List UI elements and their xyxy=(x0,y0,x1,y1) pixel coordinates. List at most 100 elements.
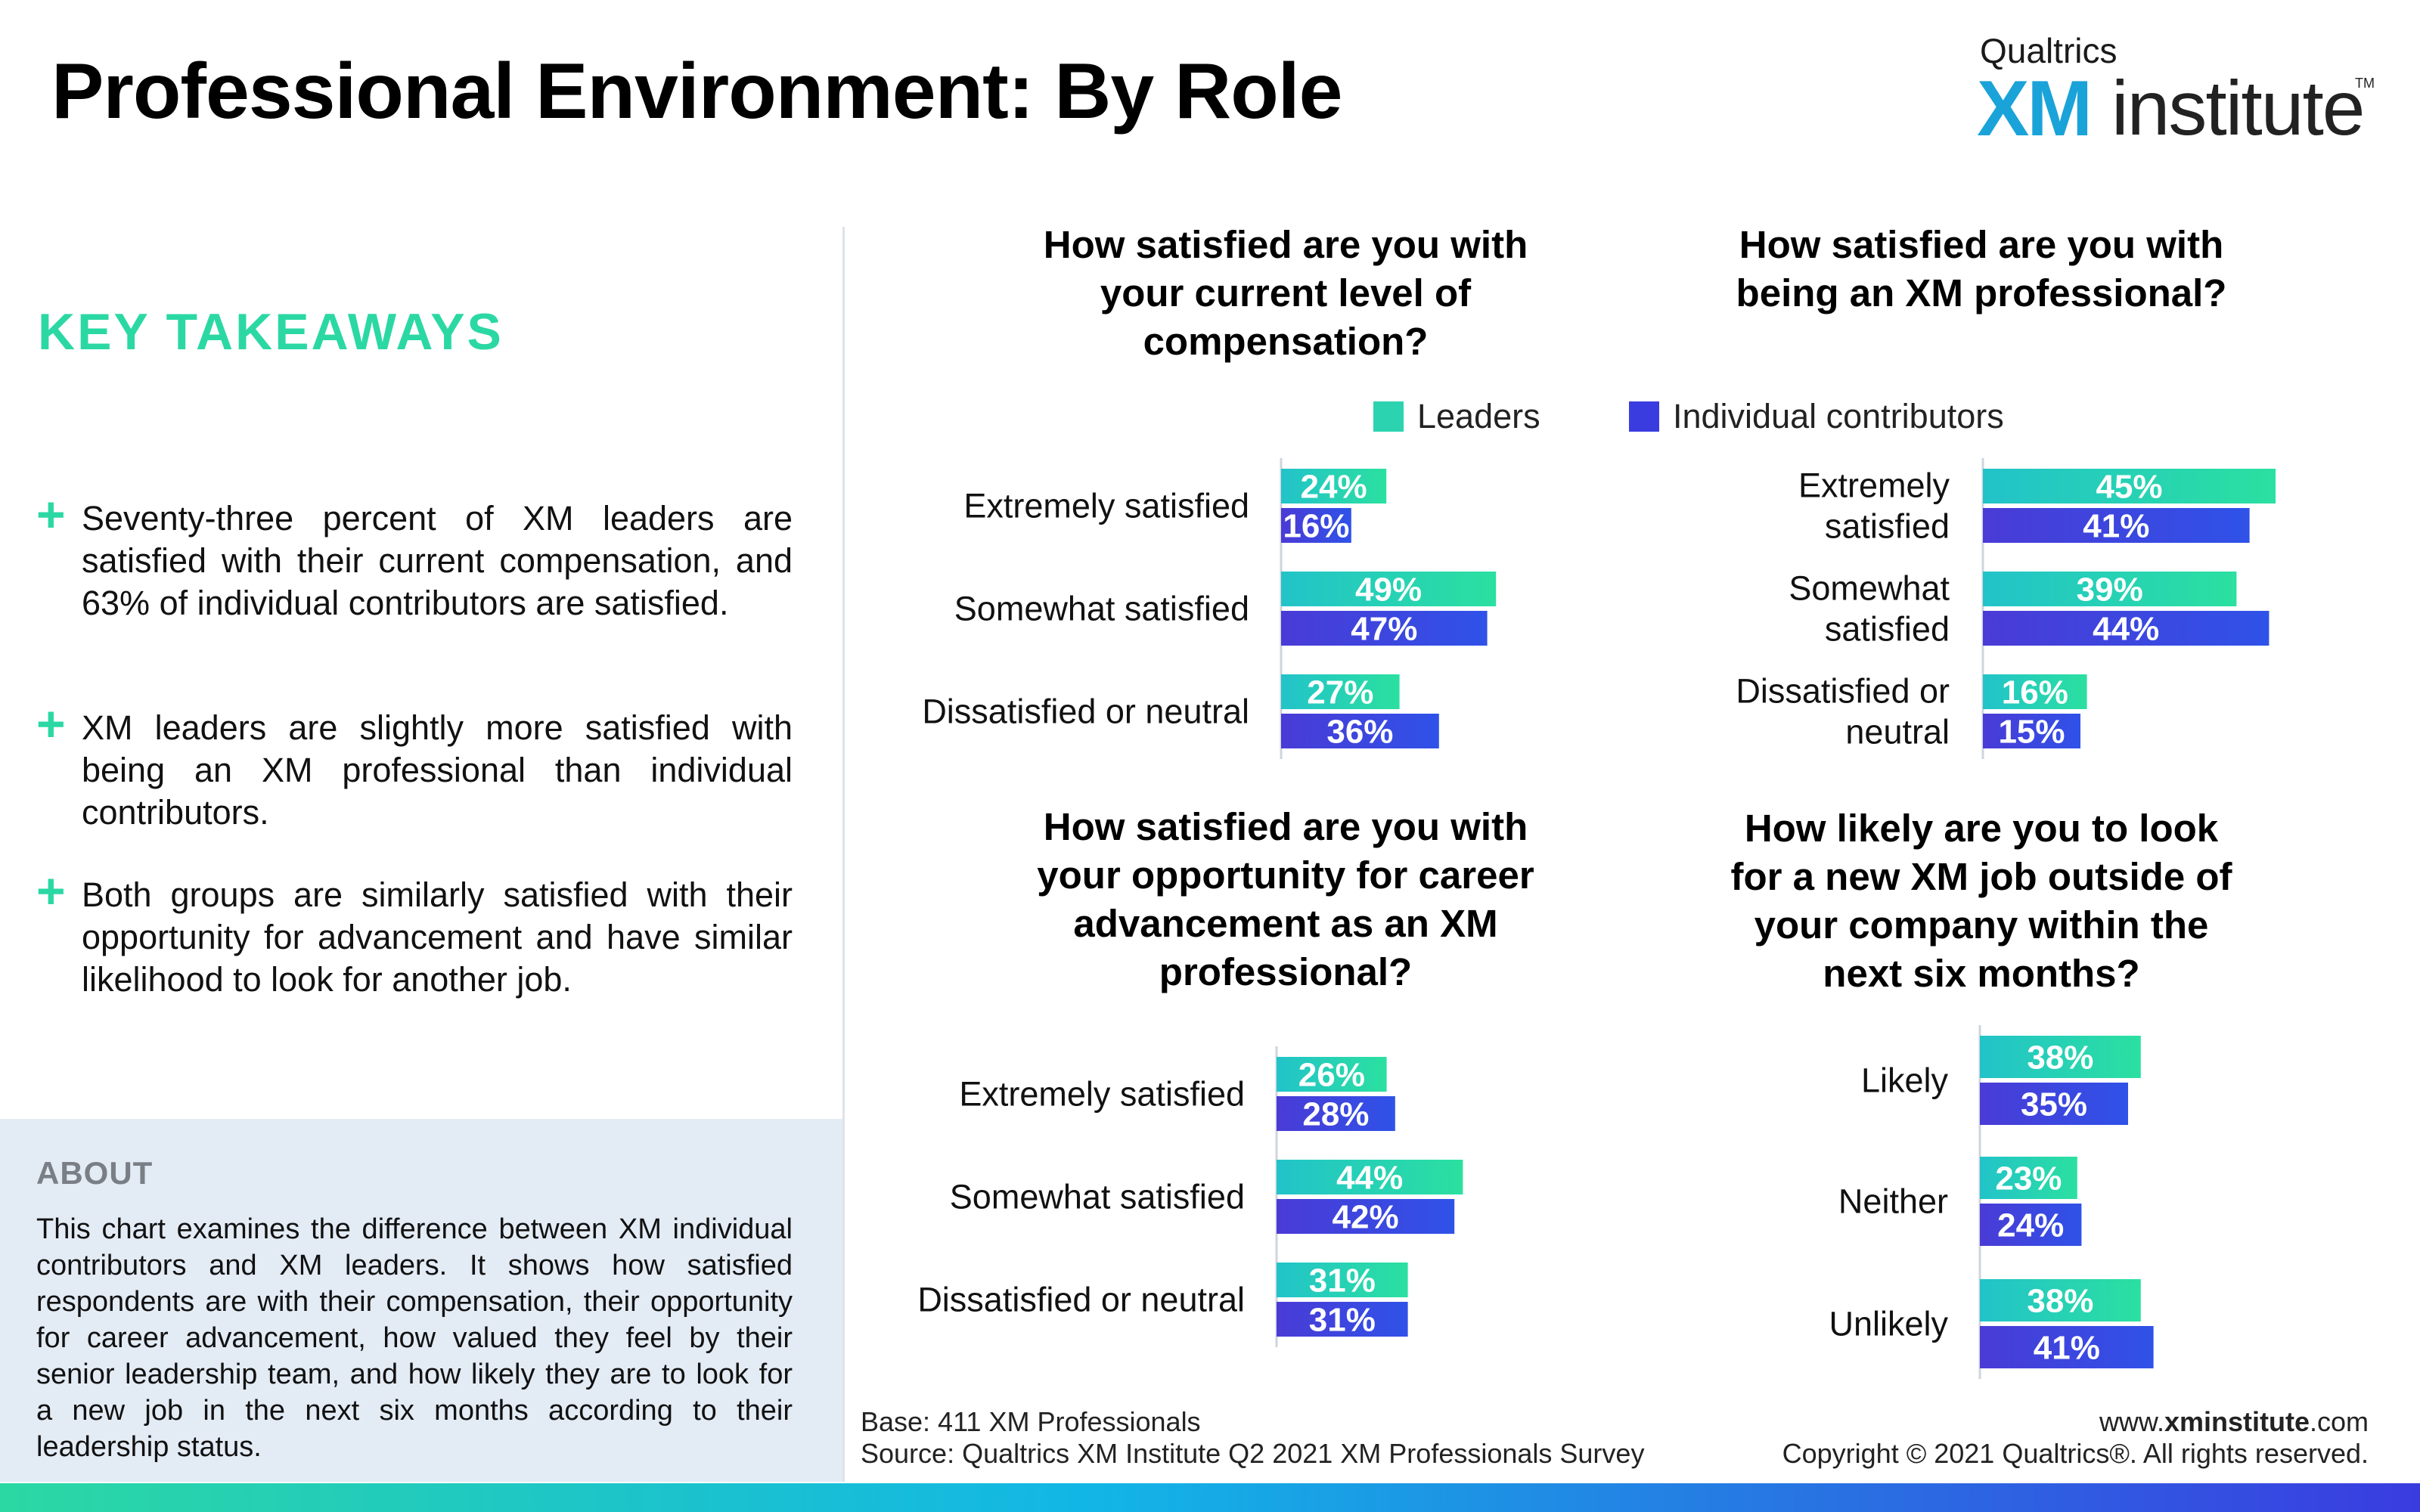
chart-title-line: next six months? xyxy=(1823,952,2140,995)
bar-leaders xyxy=(1277,1263,1408,1297)
bar-value-label: 41% xyxy=(2034,1330,2100,1367)
plus-icon: + xyxy=(36,696,66,751)
footer-url-suffix: .com xyxy=(2309,1406,2369,1437)
bar-individual xyxy=(1983,508,2250,543)
category-label: Dissatisfied or neutral xyxy=(922,692,1249,731)
bar-value-label: 39% xyxy=(2077,572,2143,609)
bottom-gradient-bar xyxy=(0,1483,2420,1512)
bar-value-label: 16% xyxy=(2002,674,2068,711)
category-label: Extremely xyxy=(1798,466,1950,505)
bar-leaders xyxy=(1980,1036,2141,1078)
bar-leaders xyxy=(1983,469,2276,503)
logo-trademark: TM xyxy=(2355,76,2375,91)
chart-title-line: How satisfied are you with xyxy=(1043,223,1528,266)
category-label: Dissatisfied or xyxy=(1736,672,1950,711)
bar-value-label: 26% xyxy=(1298,1057,1365,1094)
legend-swatch-leaders xyxy=(1373,401,1404,432)
bar-value-label: 16% xyxy=(1283,508,1349,545)
logo-xm-text: XM xyxy=(1977,65,2093,153)
takeaway-text: XM leaders are slightly more satisfied w… xyxy=(82,708,793,832)
chart-title-line: How likely are you to look xyxy=(1744,807,2219,850)
bar-leaders xyxy=(1281,469,1387,503)
bar-value-label: 24% xyxy=(1301,469,1367,506)
category-label: Likely xyxy=(1861,1061,1949,1100)
category-label: Neither xyxy=(1838,1182,1948,1221)
legend-individual-contributors: Individual contributors xyxy=(1629,397,2004,435)
takeaway-item: + XM leaders are slightly more satisfied… xyxy=(36,696,793,834)
about-title: ABOUT xyxy=(36,1155,154,1191)
footer-url-prefix: www. xyxy=(2099,1406,2164,1437)
category-label: Extremely satisfied xyxy=(959,1075,1245,1114)
bar-individual xyxy=(1980,1326,2154,1368)
page-title: Professional Environment: By Role xyxy=(51,48,1342,135)
bar-individual xyxy=(1277,1096,1395,1131)
chart-title-job-search: How likely are you to look for a new XM … xyxy=(1679,804,2284,998)
takeaway-text: Both groups are similarly satisfied with… xyxy=(82,875,793,999)
bar-individual xyxy=(1277,1199,1455,1234)
takeaway-item: + Seventy-three percent of XM leaders ar… xyxy=(36,486,793,624)
bar-individual xyxy=(1980,1083,2128,1125)
bar-individual xyxy=(1277,1302,1408,1337)
bar-individual xyxy=(1983,714,2080,748)
chart-title-line: your company within the xyxy=(1754,903,2209,947)
plus-icon: + xyxy=(36,863,66,919)
chart-title-line: How satisfied are you with xyxy=(1043,805,1528,848)
bar-value-label: 49% xyxy=(1355,572,1422,609)
chart-title-line: your current level of xyxy=(1100,271,1472,314)
xm-institute-logo: Qualtrics XM institute TM xyxy=(1977,30,2375,148)
footer-copyright: www.xminstitute.com Copyright © 2021 Qua… xyxy=(1782,1406,2369,1470)
chart-title-line: compensation? xyxy=(1143,320,1429,363)
footer-url[interactable]: www.xminstitute.com xyxy=(1782,1406,2369,1438)
chart-title-line: your opportunity for career xyxy=(1037,854,1534,897)
bar-value-label: 41% xyxy=(2083,508,2149,545)
bar-value-label: 31% xyxy=(1309,1263,1376,1300)
legend-label: Individual contributors xyxy=(1673,397,2004,435)
bar-value-label: 42% xyxy=(1333,1199,1399,1236)
category-label: Extremely satisfied xyxy=(963,487,1249,525)
takeaway-item: + Both groups are similarly satisfied wi… xyxy=(36,863,793,1001)
bar-leaders xyxy=(1281,572,1497,606)
bar-value-label: 36% xyxy=(1326,714,1393,751)
legend-label: Leaders xyxy=(1417,397,1540,435)
category-label: satisfied xyxy=(1825,610,1950,649)
about-text: This chart examines the difference betwe… xyxy=(36,1213,793,1463)
category-label: Dissatisfied or neutral xyxy=(917,1281,1245,1319)
bar-value-label: 44% xyxy=(2093,611,2159,648)
bar-value-label: 35% xyxy=(2021,1086,2087,1123)
bar-value-label: 31% xyxy=(1309,1302,1376,1339)
bar-leaders xyxy=(1277,1057,1387,1092)
bar-leaders xyxy=(1980,1279,2141,1321)
bar-leaders xyxy=(1980,1157,2077,1199)
bar-leaders xyxy=(1983,572,2237,606)
bar-value-label: 27% xyxy=(1307,674,1373,711)
chart-title-line: being an XM professional? xyxy=(1736,271,2227,314)
bar-value-label: 24% xyxy=(1997,1207,2064,1244)
bar-leaders xyxy=(1983,674,2087,709)
bar-value-label: 47% xyxy=(1351,611,1417,648)
bar-leaders xyxy=(1281,674,1400,709)
category-label: satisfied xyxy=(1825,507,1950,546)
bar-individual xyxy=(1281,714,1439,748)
bar-value-label: 45% xyxy=(2096,469,2162,506)
plus-icon: + xyxy=(36,486,66,542)
category-label: Unlikely xyxy=(1829,1305,1948,1343)
bar-leaders xyxy=(1277,1160,1463,1194)
bar-individual xyxy=(1983,611,2270,646)
footer-copyright-text: Copyright © 2021 Qualtrics®. All rights … xyxy=(1782,1438,2369,1469)
footer-url-bold: xminstitute xyxy=(2164,1406,2310,1437)
bar-individual xyxy=(1980,1204,2082,1246)
legend-leaders: Leaders xyxy=(1373,397,1540,435)
key-takeaways-heading: KEY TAKEAWAYS xyxy=(38,303,504,361)
bar-value-label: 44% xyxy=(1336,1160,1403,1197)
takeaway-text: Seventy-three percent of XM leaders are … xyxy=(82,499,793,622)
bar-value-label: 28% xyxy=(1302,1096,1369,1133)
category-label: Somewhat satisfied xyxy=(954,590,1249,628)
bar-individual xyxy=(1281,611,1488,646)
chart-title-line: professional? xyxy=(1159,950,1413,993)
bar-individual xyxy=(1281,508,1351,543)
category-label: Somewhat satisfied xyxy=(950,1178,1245,1216)
chart-title-compensation: How satisfied are you with your current … xyxy=(983,221,1588,366)
chart-title-line: advancement as an XM xyxy=(1073,902,1498,945)
bar-value-label: 38% xyxy=(2027,1040,2093,1077)
footer-source: Base: 411 XM Professionals Source: Qualt… xyxy=(861,1406,1644,1470)
